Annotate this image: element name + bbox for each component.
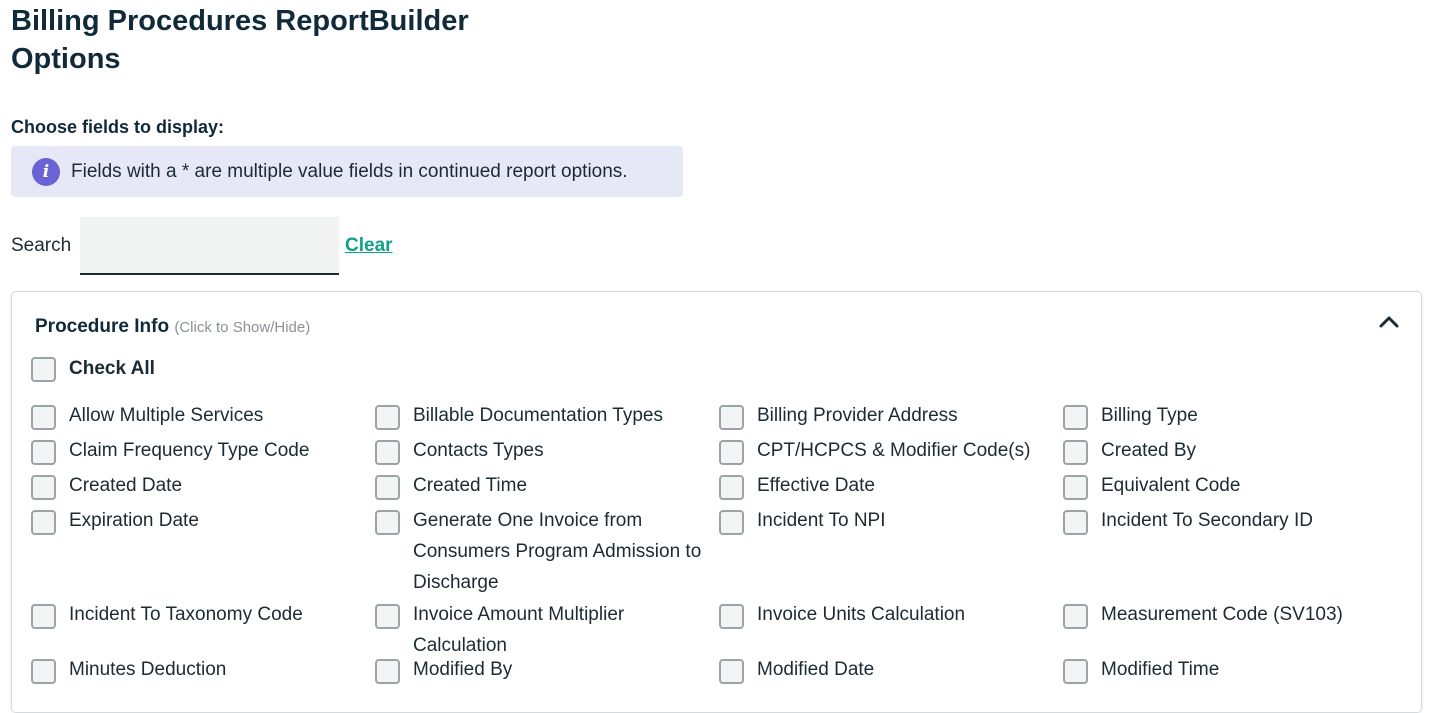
field-label: Billable Documentation Types: [413, 405, 663, 426]
field-checkbox[interactable]: [719, 659, 744, 684]
field-checkbox[interactable]: [375, 604, 400, 629]
field-label: Expiration Date: [69, 510, 199, 531]
field-checkbox[interactable]: [719, 440, 744, 465]
section-hint: (Click to Show/Hide): [174, 319, 311, 336]
field-checkbox[interactable]: [375, 659, 400, 684]
field-label: Effective Date: [757, 475, 875, 496]
field-label: Created Time: [413, 475, 528, 496]
field-checkbox[interactable]: [31, 659, 56, 684]
field-checkbox[interactable]: [31, 604, 56, 629]
field-label: Modified By: [413, 659, 513, 680]
field-checkbox[interactable]: [719, 475, 744, 500]
search-input[interactable]: [80, 217, 339, 275]
chevron-up-icon[interactable]: [1377, 310, 1401, 334]
field-checkbox[interactable]: [31, 510, 56, 535]
field-checkbox[interactable]: [1063, 475, 1088, 500]
field-checkbox[interactable]: [375, 510, 400, 535]
field-checkbox[interactable]: [31, 405, 56, 430]
field-label: Modified Date: [757, 659, 875, 680]
field-label: Created Date: [69, 475, 183, 496]
field-label: CPT/HCPCS & Modifier Code(s): [757, 440, 1031, 461]
field-label: Created By: [1101, 440, 1197, 461]
field-checkbox[interactable]: [31, 475, 56, 500]
field-checkbox[interactable]: [375, 405, 400, 430]
page-title: Billing Procedures ReportBuilder Options: [11, 5, 469, 75]
field-label: Minutes Deduction: [69, 659, 227, 680]
field-checkbox[interactable]: [1063, 659, 1088, 684]
clear-link[interactable]: Clear: [345, 235, 393, 256]
field-label: Incident To NPI: [757, 510, 886, 531]
field-label: Invoice Amount Multiplier Calculation: [413, 604, 625, 656]
field-label: Billing Provider Address: [757, 405, 958, 426]
field-checkbox[interactable]: [1063, 405, 1088, 430]
field-checkbox[interactable]: [1063, 440, 1088, 465]
field-label: Allow Multiple Services: [69, 405, 264, 426]
field-label: Billing Type: [1101, 405, 1198, 426]
field-label: Equivalent Code: [1101, 475, 1241, 496]
field-checkbox[interactable]: [1063, 604, 1088, 629]
field-checkbox[interactable]: [1063, 510, 1088, 535]
section-title: Procedure Info: [35, 316, 170, 337]
search-label: Search: [11, 235, 72, 256]
field-label: Incident To Secondary ID: [1101, 510, 1313, 531]
field-checkbox[interactable]: [31, 440, 56, 465]
field-label: Measurement Code (SV103): [1101, 604, 1343, 625]
check-all-checkbox[interactable]: [31, 357, 56, 382]
field-label: Claim Frequency Type Code: [69, 440, 310, 461]
field-label: Invoice Units Calculation: [757, 604, 966, 625]
field-checkbox[interactable]: [719, 405, 744, 430]
info-icon: i: [32, 157, 60, 186]
field-checkbox[interactable]: [719, 604, 744, 629]
info-text: Fields with a * are multiple value field…: [71, 160, 628, 182]
field-label: Contacts Types: [413, 440, 544, 461]
check-all-label: Check All: [69, 358, 155, 379]
choose-fields-label: Choose fields to display:: [11, 117, 225, 137]
section-toggle[interactable]: Procedure Info (Click to Show/Hide): [35, 316, 310, 338]
field-label: Incident To Taxonomy Code: [69, 604, 303, 625]
field-checkbox[interactable]: [375, 475, 400, 500]
procedure-info-panel: Procedure Info (Click to Show/Hide) Chec…: [11, 291, 1422, 713]
info-banner: i Fields with a * are multiple value fie…: [11, 146, 683, 197]
field-checkbox[interactable]: [375, 440, 400, 465]
field-label: Modified Time: [1101, 659, 1220, 680]
field-label: Generate One Invoice from Consumers Prog…: [413, 510, 702, 593]
field-checkbox[interactable]: [719, 510, 744, 535]
